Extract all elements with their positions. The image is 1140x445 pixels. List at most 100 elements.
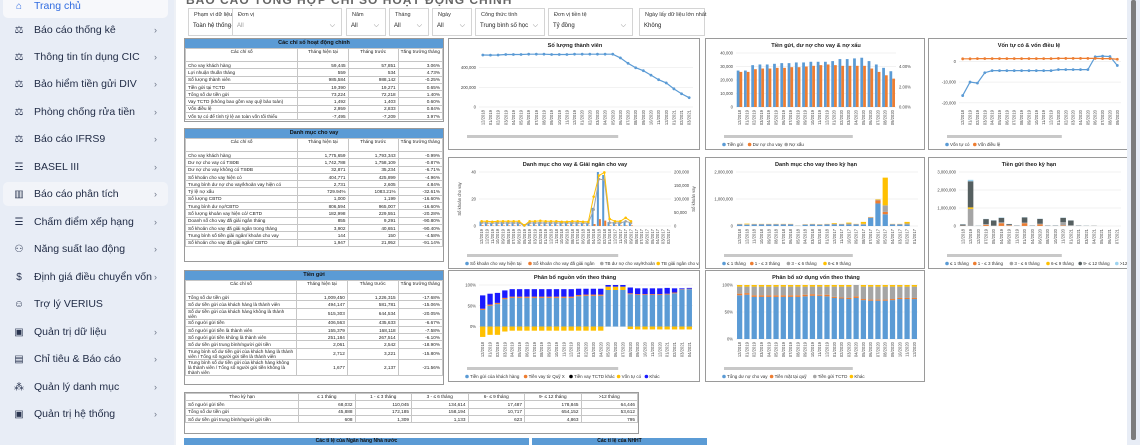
sidebar-item-15[interactable]: ▣ Quản trị hệ thống › (3, 402, 168, 426)
y-tick-label: 0 (474, 224, 477, 229)
column-header[interactable]: Tháng trước (347, 48, 399, 62)
sidebar-item-6[interactable]: ☲ BASEL III › (3, 155, 168, 179)
x-tick-label: 02/2019 (752, 109, 757, 125)
filter-5[interactable]: Công thức tính Trung bình số học ⌵ (475, 8, 545, 36)
chevron-down-icon[interactable]: ⌵ (329, 22, 335, 29)
chart-funding_usage: Phân bổ sử dụng vốn theo tháng 0% 50% 100% 1… (705, 270, 925, 382)
data-point (1012, 69, 1016, 73)
chevron-down-icon[interactable]: ⌵ (620, 22, 626, 29)
sidebar-item-10[interactable]: $ Định giá điều chuyển vốn › (3, 265, 168, 289)
sidebar-item-11[interactable]: ☺ Trợ lý VERIUS (3, 292, 168, 316)
column-header[interactable]: Theo kỳ hạn (185, 393, 299, 402)
sidebar-item-5[interactable]: ⚖ Báo cáo IFRS9 › (3, 127, 168, 151)
sidebar-item-8[interactable]: ☰ Chấm điểm xếp hạng › (3, 210, 168, 234)
filter-1[interactable]: Đơn vị All ⌵ (232, 8, 342, 36)
data-point (1115, 64, 1119, 67)
column-header[interactable]: Tháng hiện tại (297, 138, 349, 152)
column-header[interactable]: 9- ≤ 12 tháng (524, 393, 582, 402)
filter-value[interactable]: Toàn hệ thống (193, 23, 232, 29)
bar-segment (882, 299, 888, 301)
bar-segment (480, 295, 486, 309)
bar-segment (758, 296, 765, 339)
column-header[interactable]: Các chỉ số (185, 138, 299, 152)
sidebar-item-3[interactable]: ⚖ Bảo hiểm tiền gửi DIV › (3, 72, 168, 96)
chart-scrollbar[interactable] (724, 254, 853, 257)
scrollbar-thumb[interactable] (1131, 0, 1136, 440)
filter-4[interactable]: Ngày All ⌵ (432, 8, 472, 36)
bar (761, 68, 765, 107)
column-header[interactable]: 6- ≤ 9 tháng (467, 393, 525, 402)
chevron-down-icon[interactable]: ⌵ (459, 22, 465, 29)
sidebar-item-0[interactable]: ⌂ Trang chủ (3, 0, 168, 18)
column-header[interactable]: Các chỉ số (185, 280, 297, 294)
sidebar-item-13[interactable]: ▤ Chỉ tiêu & Báo cáo › (3, 347, 168, 371)
sidebar-item-1[interactable]: ⚖ Báo cáo thống kê › (3, 18, 168, 42)
list-score-icon: ☰ (14, 216, 24, 228)
bar-segment (583, 295, 589, 327)
filter-value[interactable]: All (394, 23, 401, 29)
column-header[interactable]: Tháng hiện tại (297, 48, 349, 62)
column-header[interactable]: Các chỉ số (185, 48, 299, 62)
chart-svg: Danh mục cho vay & Giải ngân cho vay 0 20 4… (457, 162, 699, 266)
filter-value[interactable]: All (237, 23, 244, 29)
sidebar-item-12[interactable]: ▣ Quản trị dữ liệu › (3, 320, 168, 344)
data-point (588, 52, 592, 56)
column-header[interactable]: ≤ 1 tháng (298, 393, 356, 402)
filter-0[interactable]: Phạm vi dữ liệu Toàn hệ thống ⌵ (188, 8, 240, 36)
column-header[interactable]: Tháng hiện tại (295, 280, 348, 294)
column-header[interactable]: Tăng trưởng tháng (397, 48, 443, 62)
table-cell: Tổng số dư tiền gửi (185, 90, 299, 99)
chart-scrollbar[interactable] (467, 135, 619, 138)
table-cell: 2,137 (346, 358, 399, 376)
chevron-down-icon[interactable]: ⌵ (373, 22, 379, 29)
column-header[interactable]: Tháng trước (346, 280, 399, 294)
column-header[interactable]: 3 - ≤ 6 tháng (411, 393, 469, 402)
loan-portfolio-table: Các chỉ số Tháng hiện tại Tháng trước Tăng … (185, 138, 443, 247)
column-header[interactable]: Tháng trước (347, 138, 399, 152)
x-tick-label: 02/2019 (495, 341, 500, 357)
chevron-down-icon[interactable]: ⌵ (227, 22, 233, 29)
vertical-scrollbar[interactable] (1127, 0, 1140, 445)
filter-value[interactable]: All (351, 23, 358, 29)
legend-swatch (523, 374, 528, 379)
column-header[interactable]: >12 tháng (580, 393, 638, 402)
sidebar-item-4[interactable]: ⚖ Phòng chống rửa tiền › (3, 100, 168, 124)
x-tick-label: 06/2021 (1107, 228, 1112, 244)
bar-segment (575, 326, 582, 331)
column-header[interactable]: Tăng trưởng tháng (397, 280, 443, 294)
chart-scrollbar[interactable] (724, 367, 853, 370)
filter-value[interactable]: Không (644, 23, 662, 29)
chart-scrollbar[interactable] (947, 254, 1062, 257)
filter-value[interactable]: Tỷ đồng (553, 23, 575, 29)
chevron-right-icon: › (154, 327, 157, 337)
chart-scrollbar[interactable] (467, 254, 619, 257)
data-point (983, 57, 987, 61)
chart-scrollbar[interactable] (724, 135, 853, 138)
bar-segment (787, 224, 794, 226)
filter-3[interactable]: Tháng All ⌵ (389, 8, 429, 36)
chart-scrollbar[interactable] (467, 367, 619, 370)
chevron-down-icon[interactable]: ⌵ (416, 22, 422, 29)
column-header[interactable]: Tăng trưởng tháng (397, 138, 443, 152)
chart-scrollbar[interactable] (947, 135, 1062, 138)
table-cell: Dư nợ cho vay có TSĐB (185, 158, 299, 167)
filter-7[interactable]: Ngày lấy dữ liệu lớn nhất Không (639, 8, 706, 36)
x-tick-label: 03/2019 (759, 341, 764, 357)
bar-segment (568, 296, 574, 298)
filter-2[interactable]: Năm All ⌵ (346, 8, 386, 36)
x-tick-label: 03/2019 (982, 109, 987, 125)
chevron-down-icon[interactable]: ⌵ (532, 22, 538, 29)
sidebar-item-label: Chỉ tiêu & Báo cáo (34, 353, 121, 365)
filter-6[interactable]: Đơn vị tiền tệ Tỷ đồng ⌵ (548, 8, 633, 36)
y-tick-label: 0 (731, 105, 734, 110)
sidebar-item-7[interactable]: ▥ Báo cáo phân tích › (3, 182, 168, 206)
column-header[interactable]: 1 - ≤ 3 tháng (354, 393, 412, 402)
filter-value[interactable]: Trung bình số học (480, 23, 529, 29)
sidebar-item-9[interactable]: ⚇ Năng suất lao động › (3, 237, 168, 261)
bar-segment (758, 224, 765, 226)
sidebar-item-14[interactable]: ⁂ Quản lý danh mục › (3, 375, 168, 399)
filter-value[interactable]: All (437, 23, 444, 29)
table-cell: 3.06% (397, 60, 443, 70)
y-tick-label: 0 (954, 224, 957, 229)
sidebar-item-2[interactable]: ⚖ Thông tin tín dụng CIC › (3, 45, 168, 69)
